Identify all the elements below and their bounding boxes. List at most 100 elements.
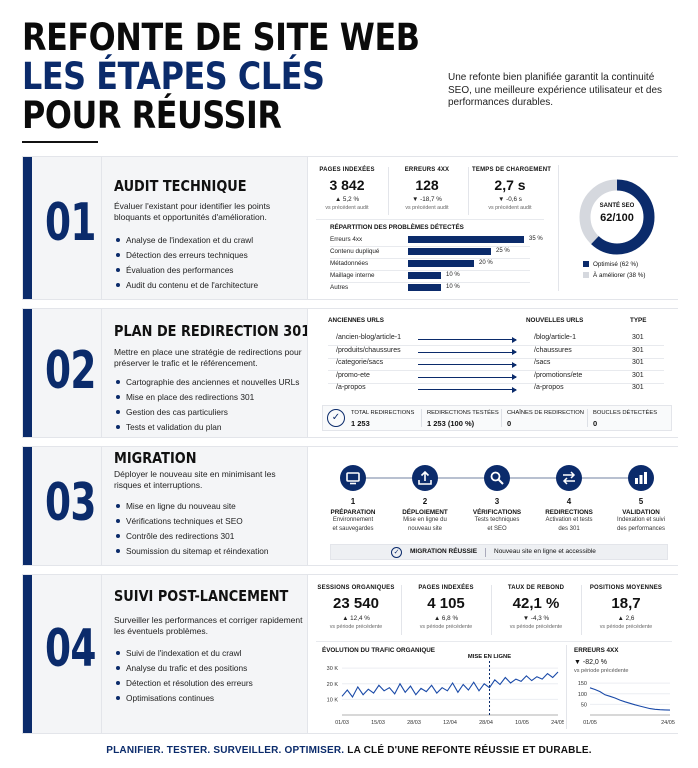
panel-rule (316, 219, 544, 220)
legend-optimise: Optimisé (62 %) (583, 261, 638, 268)
issue-bar (408, 260, 474, 267)
issues-title: RÉPARTITION DES PROBLÈMES DÉTECTÉS (330, 224, 464, 231)
redirect-arrow (418, 361, 517, 368)
redirect-type: 301 (632, 346, 644, 354)
old-url: /promo-ete (336, 371, 370, 379)
url-row-rule (328, 357, 664, 359)
section-divider (101, 447, 102, 565)
section-title: MIGRATION (114, 449, 197, 467)
list-item: Évaluation des performances (114, 265, 258, 275)
legend-swatch (583, 261, 589, 267)
issue-pct: 20 % (479, 260, 493, 266)
issue-label: Erreurs 4xx (330, 236, 363, 243)
stat-value: 1 253 (100 %) (427, 419, 475, 428)
col-old-urls: ANCIENNES URLS (328, 317, 384, 324)
stat-label: CHAÎNES DE REDIRECTION (507, 410, 584, 416)
stat-label: REDIRECTIONS TESTÉES (427, 410, 499, 416)
seo-label: SANTÉ SEO (599, 203, 635, 209)
issue-bar (408, 236, 524, 243)
kpi-card: TAUX DE REBOND 42,1 % ▼ -4,3 % vs période p… (507, 585, 565, 630)
old-url: /ancien-blog/article-1 (336, 334, 401, 341)
section-migration: 03 MIGRATION Déployer le nouveau site en… (22, 446, 678, 566)
issue-row-rule (330, 270, 530, 271)
list-item: Audit du contenu et de l'architecture (114, 280, 258, 290)
panel-separator (558, 165, 559, 291)
traffic-chart: 10 K 20 K 30 K 01/03 15/03 28/03 12/04 28/04 10/… (327, 654, 564, 726)
section-list: Suivi de l'indexation et du crawl Analys… (114, 648, 253, 708)
section-desc: Mettre en place une stratégie de redirec… (114, 347, 302, 368)
step-text: 4 REDIRECTIONS Activation et tests des 301 (534, 497, 604, 533)
redirect-type: 301 (632, 334, 644, 341)
kpi-card: PAGES INDEXÉES 4 105 ▲ 6,8 % vs période pré… (418, 585, 474, 630)
x-tick-label: 28/03 (407, 720, 421, 726)
kpi-pages-indexees: PAGES INDEXÉES 3 842 ▲ 5,2 % vs précédent … (319, 167, 375, 211)
chart-separator (566, 645, 567, 729)
success-text: Nouveau site en ligne et accessible (494, 548, 596, 555)
issue-label: Contenu dupliqué (330, 248, 380, 255)
issue-label: Métadonnées (330, 260, 369, 267)
section-divider (101, 575, 102, 733)
url-row-rule (328, 382, 664, 384)
list-item: Détection des erreurs techniques (114, 250, 258, 260)
section-divider (101, 157, 102, 299)
legend-ameliorer: À améliorer (38 %) (583, 272, 646, 279)
url-row-rule (328, 370, 664, 371)
step-desc-2: et sauvegardes (332, 525, 374, 532)
step-desc-1: Environnement (332, 517, 374, 523)
step-circle (340, 465, 366, 491)
step-text: 5 VALIDATION Indexation et suivi des perfor… (606, 497, 676, 533)
page-subtitle: LES ÉTAPES CLÉS (22, 55, 325, 98)
stat-value: 0 (507, 419, 512, 428)
seo-gauge (579, 179, 655, 255)
step-circle (484, 465, 510, 491)
kpi-separator (491, 585, 492, 635)
list-item: Cartographie des anciennes et nouvelles … (114, 377, 299, 387)
list-item: Suivi de l'indexation et du crawl (114, 648, 253, 658)
issue-pct: 10 % (446, 272, 460, 278)
x-tick-label: 01/03 (335, 720, 349, 726)
intro-text: Une refonte bien planifiée garantit la c… (448, 72, 663, 108)
list-item: Détection et résolution des erreurs (114, 678, 253, 688)
section-accent-bar (23, 575, 32, 733)
section-audit: 01 AUDIT TECHNIQUE Évaluer l'existant po… (22, 156, 678, 300)
section-divider (101, 309, 102, 437)
redirect-type: 301 (632, 384, 644, 391)
stat-separator (501, 409, 502, 427)
title-rule (22, 141, 98, 143)
search-icon (490, 471, 504, 485)
step-desc-2: et SEO (487, 525, 507, 532)
success-box: ✓ MIGRATION RÉUSSIE Nouveau site en lign… (330, 544, 668, 560)
redirect-arrow (418, 386, 517, 393)
y-tick-label: 30 K (327, 666, 339, 672)
issue-label: Maillage interne (330, 272, 375, 279)
section-list: Analyse de l'indexation et du crawl Déte… (114, 235, 258, 295)
list-item: Soumission du sitemap et réindexation (114, 546, 269, 556)
section-list: Cartographie des anciennes et nouvelles … (114, 377, 299, 437)
step-number: 5 (638, 497, 644, 506)
bar-chart-icon (635, 472, 647, 484)
stat-separator (421, 409, 422, 427)
check-circle-icon: ✓ (391, 547, 402, 558)
old-url: /produits/chaussures (336, 346, 401, 354)
step-desc-1: Mise en ligne du (403, 517, 447, 523)
footer-tagline: PLANIFIER. TESTER. SURVEILLER. OPTIMISER… (0, 745, 698, 756)
check-icon: ✓ (327, 409, 345, 427)
section-suivi: 04 SUIVI POST-LANCEMENT Surveiller les p… (22, 574, 678, 734)
x-tick-label: 01/05 (583, 720, 597, 726)
section-title: SUIVI POST-LANCEMENT (114, 587, 289, 605)
issue-row-rule (330, 258, 530, 259)
monitor-icon (346, 472, 360, 485)
legend-swatch (583, 272, 589, 278)
upload-icon (418, 470, 432, 485)
kpi-separator (401, 585, 402, 635)
panel-rule (316, 641, 672, 642)
list-item: Analyse de l'indexation et du crawl (114, 235, 258, 245)
seo-gauge-arc (579, 179, 655, 255)
step-number: 4 (566, 497, 572, 506)
issue-pct: 10 % (446, 284, 460, 290)
step-desc-1: Activation et tests (545, 517, 593, 523)
section-desc: Évaluer l'existant pour identifier les p… (114, 201, 271, 222)
errors-delta: ▼ -82,0 % (574, 659, 607, 666)
step-number: 1 (350, 497, 356, 506)
step-desc-1: Tests techniques (474, 517, 520, 523)
